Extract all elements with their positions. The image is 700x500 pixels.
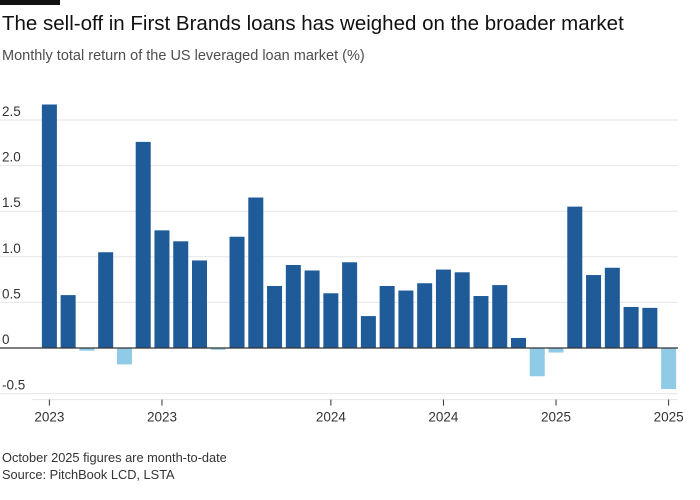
x-tick-label: 2023	[34, 410, 64, 425]
x-tick-label: 2024	[428, 410, 459, 425]
bar	[41, 104, 57, 348]
bar	[154, 230, 170, 348]
bar	[267, 285, 283, 348]
bar	[642, 307, 658, 348]
bar	[342, 262, 358, 348]
y-tick-label: 0.5	[2, 286, 21, 301]
bar	[191, 260, 207, 348]
bar	[173, 241, 189, 348]
x-tick-label: 2025	[541, 410, 571, 425]
gridlines	[0, 119, 678, 395]
header-accent-bar	[0, 0, 60, 5]
bar	[661, 348, 677, 390]
bar	[135, 141, 151, 348]
bar	[323, 293, 339, 348]
bar	[304, 270, 320, 348]
chart-title: The sell-off in First Brands loans has w…	[2, 12, 624, 35]
bars	[41, 104, 677, 390]
y-tick-label: 2.0	[2, 150, 21, 165]
bar	[417, 283, 433, 348]
y-tick-label: 2.5	[2, 104, 21, 119]
bar	[60, 295, 76, 348]
chart-subtitle: Monthly total return of the US leveraged…	[2, 48, 365, 64]
bar	[116, 348, 132, 365]
source-note: Source: PitchBook LCD, LSTA	[2, 467, 175, 482]
y-tick-label: 0	[2, 332, 10, 347]
bar	[510, 337, 526, 348]
x-tick-label: 2025	[654, 410, 684, 425]
bar	[604, 267, 620, 348]
bar	[623, 306, 639, 348]
axes	[0, 347, 678, 406]
bar	[567, 206, 583, 348]
bar	[379, 285, 395, 348]
bar	[529, 348, 545, 377]
bar	[285, 265, 301, 348]
y-tick-label: -0.5	[2, 378, 25, 393]
bar	[248, 197, 264, 348]
bar	[492, 285, 508, 348]
y-tick-label: 1.0	[2, 241, 21, 256]
bar	[79, 348, 95, 351]
bar	[473, 296, 489, 348]
bar	[454, 272, 470, 348]
bar	[586, 275, 602, 348]
y-tick-label: 1.5	[2, 195, 21, 210]
x-tick-label: 2024	[316, 410, 347, 425]
bar	[229, 236, 245, 348]
footnote: October 2025 figures are month-to-date	[2, 450, 227, 465]
bar	[435, 269, 451, 348]
tick-labels: -0.5 0 0.5 1.0 1.5 2.0 2.5 2023 2023 2024 2024 2025…	[2, 104, 684, 425]
bar	[398, 290, 414, 348]
bar	[548, 348, 564, 353]
bar	[98, 252, 114, 348]
bar	[210, 348, 226, 350]
bar	[360, 316, 376, 348]
x-tick-label: 2023	[147, 410, 177, 425]
